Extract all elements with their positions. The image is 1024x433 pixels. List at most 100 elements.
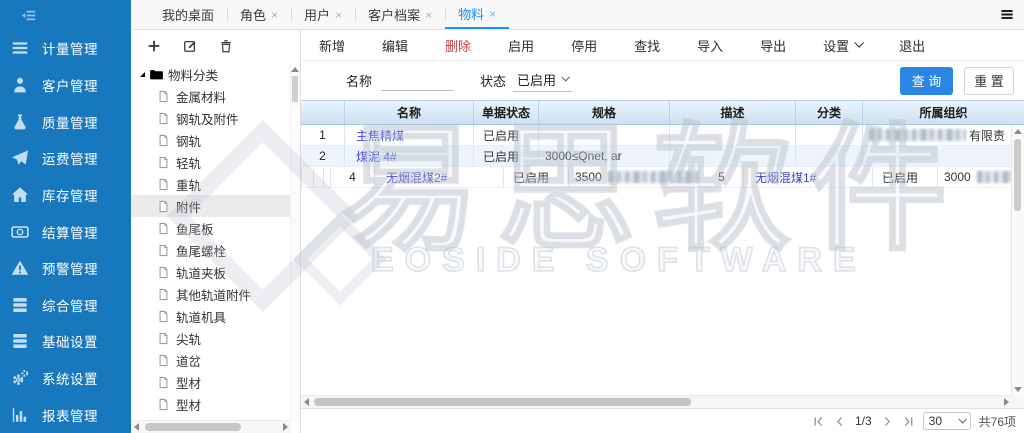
scroll-right-arrow-icon[interactable] <box>1004 398 1009 406</box>
last-page-icon[interactable] <box>902 415 915 428</box>
toolbar-export-button[interactable]: 导出 <box>760 38 787 54</box>
close-icon[interactable]: × <box>271 7 279 22</box>
folder-icon <box>149 67 164 82</box>
column-header-6[interactable]: 所属组织 <box>919 106 968 120</box>
tree-node-13[interactable]: 型材 <box>131 371 300 393</box>
sidebar-item-8[interactable]: 基础设置 <box>0 323 131 360</box>
sidebar-item-4[interactable]: 库存管理 <box>0 177 131 214</box>
tree-node-7[interactable]: 鱼尾螺栓 <box>131 239 300 261</box>
top-menu-button[interactable] <box>999 7 1015 22</box>
sidebar-item-6[interactable]: 预警管理 <box>0 250 131 287</box>
close-icon[interactable]: × <box>425 7 433 22</box>
table-row[interactable]: 2 煤泥 4# 已启用 3000≤Qnet, ar <box>301 146 1012 167</box>
scroll-up-arrow-icon[interactable] <box>291 67 299 72</box>
close-icon[interactable]: × <box>335 7 343 22</box>
table-row[interactable]: 5无烟混煤1#已启用3000有限责6无烟小块2#已启用4000有限责7无烟小块1… <box>700 167 1012 188</box>
tree-node-14[interactable]: 型材 <box>131 393 300 415</box>
table-row[interactable]: 1 主焦精煤 已启用 有限责 <box>301 125 1012 146</box>
sidebar-item-5[interactable]: 结算管理 <box>0 213 131 250</box>
table-row[interactable]: 3洗混煤4#已启用50004无烟混煤2#已启用3500有限责5无烟混煤1#已启用… <box>301 167 1012 188</box>
tree-node-5[interactable]: 附件 <box>131 195 300 217</box>
toolbar-settings-button[interactable]: 设置 <box>823 36 865 55</box>
tree-node-10[interactable]: 轨道机具 <box>131 305 300 327</box>
tree-node-9[interactable]: 其他轨道附件 <box>131 283 300 305</box>
sidebar-item-3[interactable]: 运费管理 <box>0 140 131 177</box>
tree-node-11[interactable]: 尖轨 <box>131 327 300 349</box>
sidebar-item-2[interactable]: 质量管理 <box>0 103 131 140</box>
toolbar-enable-button[interactable]: 启用 <box>508 38 535 54</box>
material-name-link[interactable]: 无烟混煤2# <box>386 170 448 185</box>
tree-node-0[interactable]: 金属材料 <box>131 85 300 107</box>
column-header-2[interactable]: 单据状态 <box>474 101 539 124</box>
scroll-right-arrow-icon[interactable] <box>283 423 288 431</box>
column-header-4[interactable]: 描述 <box>670 101 796 124</box>
column-header-5[interactable]: 分类 <box>796 101 863 124</box>
tab-4[interactable]: 物料 × <box>445 0 510 29</box>
sidebar-item-0[interactable]: 计量管理 <box>0 30 131 67</box>
next-page-icon[interactable] <box>881 415 894 428</box>
table-vertical-scrollbar[interactable] <box>1011 125 1024 396</box>
column-header-1[interactable]: 名称 <box>345 101 474 124</box>
tree-node-2[interactable]: 钢轨 <box>131 129 300 151</box>
close-icon[interactable]: × <box>489 6 497 21</box>
pagination-bar: 1/3 30 共76项 <box>301 408 1024 433</box>
add-icon[interactable] <box>147 39 161 53</box>
tree-node-6[interactable]: 鱼尾板 <box>131 217 300 239</box>
table-row[interactable]: 4无烟混煤2#已启用3500有限责5无烟混煤1#已启用3000有限责6无烟小块2… <box>331 167 1012 188</box>
reset-button[interactable]: 重 置 <box>964 66 1014 95</box>
sidebar-item-10[interactable]: 报表管理 <box>0 396 131 433</box>
tree-node-12[interactable]: 道岔 <box>131 349 300 371</box>
toolbar-import-button[interactable]: 导入 <box>697 38 724 54</box>
status-dropdown[interactable]: 已启用 <box>513 70 573 92</box>
cell-category <box>796 146 863 166</box>
toolbar-edit-button[interactable]: 编辑 <box>382 38 409 54</box>
scroll-down-arrow-icon[interactable] <box>1014 387 1022 392</box>
tree-node-3[interactable]: 轻轨 <box>131 151 300 173</box>
table-hscroll-thumb[interactable] <box>314 398 691 406</box>
sidebar-item-9[interactable]: 系统设置 <box>0 360 131 397</box>
toolbar-exit-button[interactable]: 退出 <box>899 38 926 54</box>
sidebar-collapse-button[interactable] <box>0 0 131 30</box>
tree-node-label: 重轨 <box>176 178 202 193</box>
column-header-0[interactable] <box>301 101 345 124</box>
column-header-3[interactable]: 规格 <box>539 101 670 124</box>
sidebar-item-label: 预警管理 <box>42 262 98 278</box>
tab-3[interactable]: 客户档案 × <box>355 0 445 29</box>
material-name-link[interactable]: 主焦精煤 <box>356 128 405 143</box>
tree-node-1[interactable]: 钢轨及附件 <box>131 107 300 129</box>
first-page-icon[interactable] <box>812 415 825 428</box>
cell-org: 有限责 <box>971 169 1012 186</box>
query-button[interactable]: 查 询 <box>900 66 953 95</box>
tree-horizontal-scrollbar[interactable] <box>131 420 291 433</box>
tree-hscroll-thumb[interactable] <box>145 423 241 431</box>
tree-scroll-thumb[interactable] <box>292 76 298 102</box>
material-name-link[interactable]: 无烟混煤1# <box>755 170 817 185</box>
sidebar-item-7[interactable]: 综合管理 <box>0 286 131 323</box>
tree-root-node[interactable]: 物料分类 <box>131 63 300 85</box>
edit-icon[interactable] <box>183 39 197 53</box>
sidebar-item-1[interactable]: 客户管理 <box>0 67 131 104</box>
name-filter-input[interactable] <box>381 70 454 91</box>
tab-0[interactable]: 我的桌面 <box>149 0 227 29</box>
table-vscroll-thumb[interactable] <box>1014 139 1021 211</box>
toolbar-add-button[interactable]: 新增 <box>319 38 346 54</box>
tree-node-4[interactable]: 重轨 <box>131 173 300 195</box>
toolbar-find-button[interactable]: 查找 <box>634 38 661 54</box>
trash-icon[interactable] <box>219 39 233 53</box>
cell-row-number: 4 <box>331 167 375 187</box>
page-size-select[interactable]: 30 <box>922 412 971 430</box>
tree-vertical-scrollbar[interactable] <box>290 63 300 421</box>
tab-1[interactable]: 角色 × <box>227 0 291 29</box>
scroll-left-arrow-icon[interactable] <box>134 423 139 431</box>
prev-page-icon[interactable] <box>833 415 846 428</box>
table-horizontal-scrollbar[interactable] <box>301 395 1012 408</box>
material-name-link[interactable]: 煤泥 4# <box>356 149 397 164</box>
tree-node-8[interactable]: 轨道夹板 <box>131 261 300 283</box>
toolbar-disable-button[interactable]: 停用 <box>571 38 598 54</box>
tab-label: 客户档案 <box>368 8 421 23</box>
toolbar-delete-button[interactable]: 删除 <box>445 38 472 54</box>
scroll-left-arrow-icon[interactable] <box>304 398 309 406</box>
scroll-up-arrow-icon[interactable] <box>1014 129 1022 134</box>
tab-2[interactable]: 用户 × <box>291 0 355 29</box>
file-icon <box>157 376 170 389</box>
